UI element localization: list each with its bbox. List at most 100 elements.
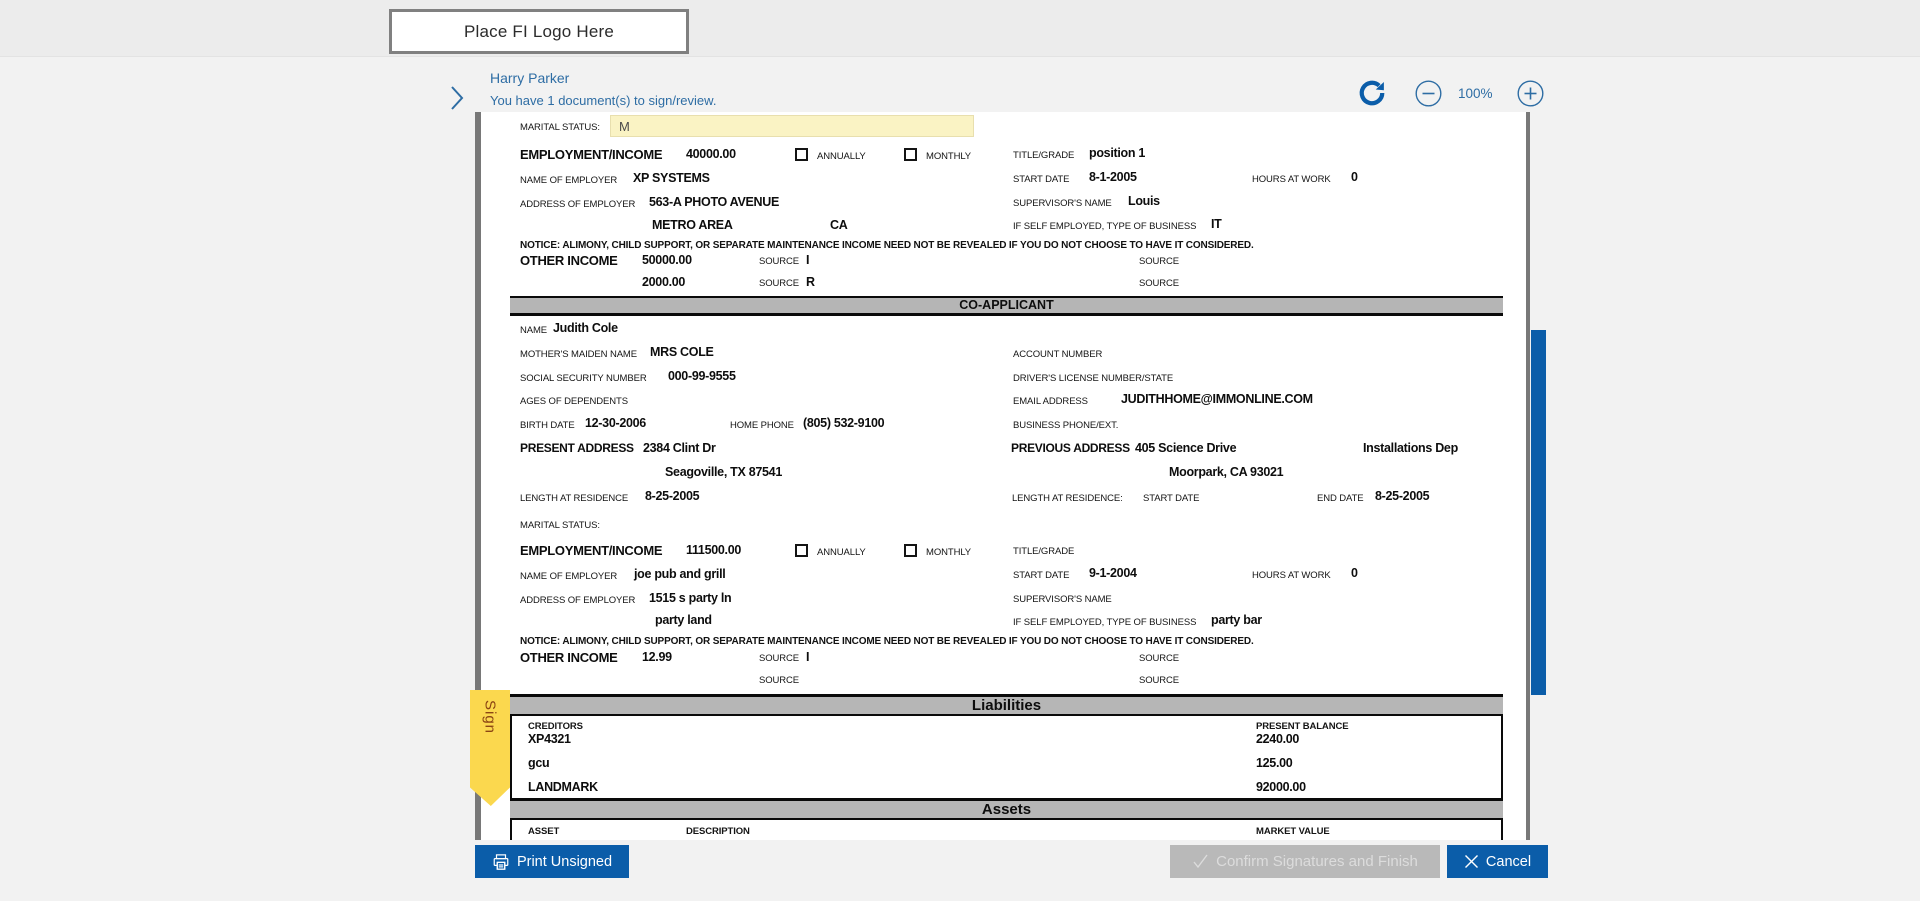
annually-checkbox[interactable] xyxy=(795,148,808,161)
co-other-income-1-value: 12.99 xyxy=(642,650,672,664)
co-employer-address-2-value: party land xyxy=(655,613,712,627)
monthly-label: MONTHLY xyxy=(926,151,972,162)
home-phone-label: HOME PHONE xyxy=(730,420,794,431)
description-column-header: DESCRIPTION xyxy=(686,826,750,837)
source-1-value: I xyxy=(806,253,810,267)
confirm-signatures-button[interactable]: Confirm Signatures and Finish xyxy=(1170,845,1440,878)
end-date-value: 8-25-2005 xyxy=(1375,489,1430,503)
co-start-date-value: 9-1-2004 xyxy=(1089,566,1137,580)
documents-message: You have 1 document(s) to sign/review. xyxy=(490,93,717,108)
sign-here-tab[interactable]: Sign xyxy=(470,690,510,806)
co-business-type-value: party bar xyxy=(1211,613,1262,627)
refresh-button[interactable] xyxy=(1357,78,1387,113)
source-label: SOURCE xyxy=(1139,256,1180,267)
liability-row-creditor: LANDMARK xyxy=(528,780,598,794)
zoom-level: 100% xyxy=(1458,86,1493,101)
employer-state-value: CA xyxy=(830,218,848,232)
email-value: JUDITHHOME@IMMONLINE.COM xyxy=(1121,392,1313,406)
drivers-license-label: DRIVER'S LICENSE NUMBER/STATE xyxy=(1013,373,1174,384)
co-employer-value: joe pub and grill xyxy=(634,567,726,581)
top-bar xyxy=(0,0,1920,57)
source-label: SOURCE xyxy=(759,278,800,289)
source-label: SOURCE xyxy=(1139,278,1180,289)
co-source-1-value: I xyxy=(806,650,810,664)
title-grade-label: TITLE/GRADE xyxy=(1013,150,1075,161)
start-date-label: START DATE xyxy=(1013,174,1070,185)
start-date-value: 8-1-2005 xyxy=(1089,170,1137,184)
other-income-label: OTHER INCOME xyxy=(520,253,618,268)
source-label: SOURCE xyxy=(1139,675,1180,686)
email-label: EMAIL ADDRESS xyxy=(1013,396,1088,407)
co-employment-income-label: EMPLOYMENT/INCOME xyxy=(520,543,663,558)
employment-income-value: 40000.00 xyxy=(686,147,736,161)
present-city-value: Seagoville, TX 87541 xyxy=(665,465,782,479)
expand-chevron-icon[interactable] xyxy=(449,84,465,117)
liabilities-section-header: Liabilities xyxy=(510,694,1503,716)
document-scrollbar-track[interactable] xyxy=(1526,112,1530,840)
monthly-checkbox[interactable] xyxy=(904,148,917,161)
length-at-residence-value: 8-25-2005 xyxy=(645,489,700,503)
co-employment-income-value: 111500.00 xyxy=(686,543,742,557)
mothers-maiden-name-label: MOTHER'S MAIDEN NAME xyxy=(520,349,637,360)
hours-at-work-value: 0 xyxy=(1351,170,1358,184)
name-label: NAME xyxy=(520,325,548,336)
start-date-label-2: START DATE xyxy=(1143,493,1200,504)
liabilities-table-frame xyxy=(510,694,1503,840)
co-hours-at-work-value: 0 xyxy=(1351,566,1358,580)
co-annually-label: ANNUALLY xyxy=(817,547,866,558)
asset-column-header: ASSET xyxy=(528,826,560,837)
previous-address-extra-value: Installations Dep xyxy=(1363,441,1458,455)
ssn-value: 000-99-9555 xyxy=(668,369,736,383)
income-notice: NOTICE: ALIMONY, CHILD SUPPORT, OR SEPAR… xyxy=(520,240,1254,251)
print-unsigned-button[interactable]: Print Unsigned xyxy=(475,845,629,878)
source-label: SOURCE xyxy=(759,653,800,664)
co-employer-address-value: 1515 s party ln xyxy=(649,591,732,605)
employer-value: XP SYSTEMS xyxy=(633,171,710,185)
source-2-value: R xyxy=(806,275,815,289)
liability-row-balance: 92000.00 xyxy=(1256,780,1306,794)
cancel-label: Cancel xyxy=(1485,853,1532,870)
checkmark-icon xyxy=(1192,854,1209,869)
employer-city-value: METRO AREA xyxy=(652,218,733,232)
cancel-button[interactable]: Cancel xyxy=(1447,845,1548,878)
document-left-border xyxy=(475,112,481,840)
source-label: SOURCE xyxy=(1139,653,1180,664)
confirm-signatures-label: Confirm Signatures and Finish xyxy=(1216,853,1418,870)
employer-address-value: 563-A PHOTO AVENUE xyxy=(649,195,780,209)
length-at-residence-2-label: LENGTH AT RESIDENCE: xyxy=(1012,493,1123,504)
co-income-notice: NOTICE: ALIMONY, CHILD SUPPORT, OR SEPAR… xyxy=(520,636,1254,647)
present-address-value: 2384 Clint Dr xyxy=(643,441,716,455)
document-page: MARITAL STATUS: EMPLOYMENT/INCOME 40000.… xyxy=(481,112,1526,840)
hours-at-work-label: HOURS AT WORK xyxy=(1252,174,1331,185)
co-name-of-employer-label: NAME OF EMPLOYER xyxy=(520,571,618,582)
marital-status-label: MARITAL STATUS: xyxy=(520,122,600,133)
printer-icon xyxy=(492,853,510,871)
co-monthly-checkbox[interactable] xyxy=(904,544,917,557)
co-supervisors-name-label: SUPERVISOR'S NAME xyxy=(1013,594,1112,605)
assets-section-header: Assets xyxy=(510,798,1503,820)
end-date-label: END DATE xyxy=(1317,493,1364,504)
co-start-date-label: START DATE xyxy=(1013,570,1070,581)
supervisor-value: Louis xyxy=(1128,194,1160,208)
address-of-employer-label: ADDRESS OF EMPLOYER xyxy=(520,199,636,210)
co-monthly-label: MONTHLY xyxy=(926,547,972,558)
annually-label: ANNUALLY xyxy=(817,151,866,162)
document-scrollbar-thumb[interactable] xyxy=(1531,330,1546,695)
creditors-column-header: CREDITORS xyxy=(528,721,583,732)
birth-date-value: 12-30-2006 xyxy=(585,416,646,430)
zoom-in-button[interactable] xyxy=(1517,80,1544,112)
sign-here-tab-label: Sign xyxy=(481,700,499,735)
liability-row-balance: 125.00 xyxy=(1256,756,1293,770)
home-phone-value: (805) 532-9100 xyxy=(803,416,885,430)
co-annually-checkbox[interactable] xyxy=(795,544,808,557)
source-label: SOURCE xyxy=(759,256,800,267)
liability-row-creditor: gcu xyxy=(528,756,550,770)
co-self-employed-label: IF SELF EMPLOYED, TYPE OF BUSINESS xyxy=(1013,617,1197,628)
business-type-value: IT xyxy=(1211,217,1222,231)
zoom-out-button[interactable] xyxy=(1415,80,1442,112)
employment-income-label: EMPLOYMENT/INCOME xyxy=(520,147,663,162)
self-employed-label: IF SELF EMPLOYED, TYPE OF BUSINESS xyxy=(1013,221,1197,232)
business-phone-label: BUSINESS PHONE/EXT. xyxy=(1013,420,1119,431)
marital-status-input[interactable] xyxy=(610,115,974,137)
